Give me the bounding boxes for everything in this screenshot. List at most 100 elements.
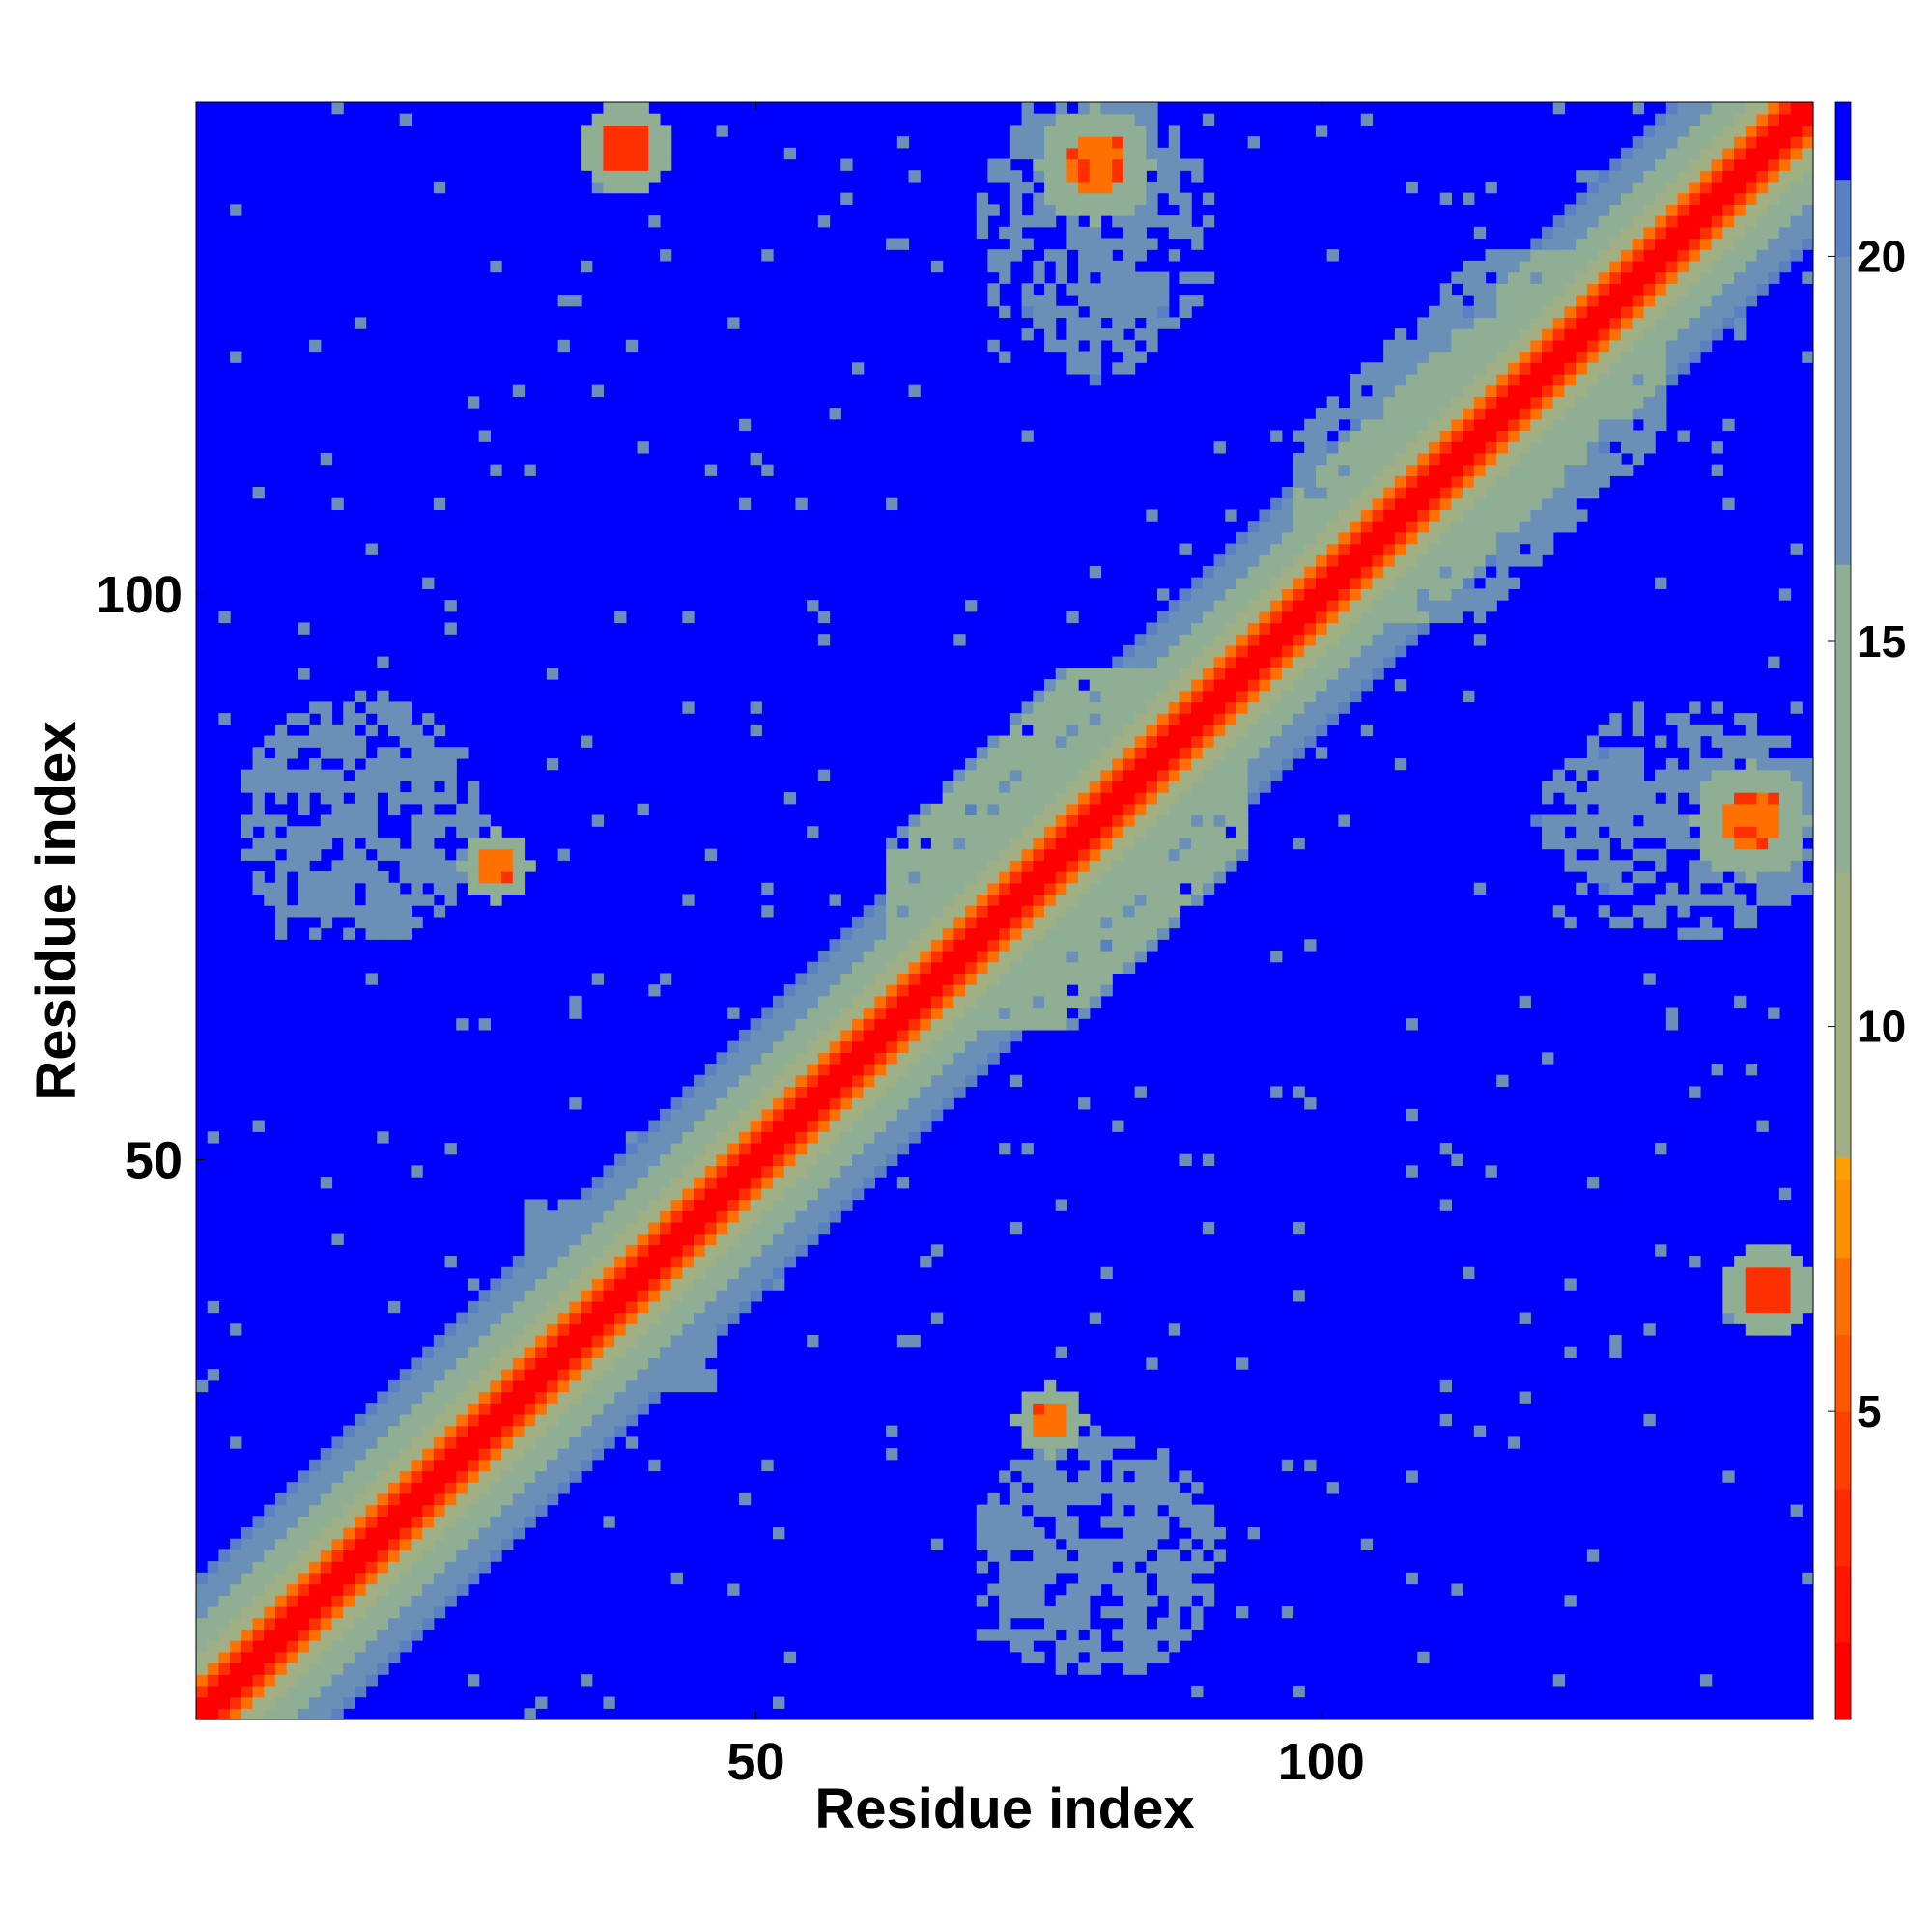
heatmap-cell <box>1689 927 1701 940</box>
heatmap-cell <box>1350 531 1362 545</box>
heatmap-cell <box>1146 644 1158 658</box>
heatmap-cell <box>1033 905 1045 918</box>
heatmap-cell <box>1179 713 1192 725</box>
heatmap-cell <box>694 1165 706 1178</box>
heatmap-cell <box>1711 826 1723 838</box>
heatmap-cell <box>1066 1413 1079 1427</box>
heatmap-cell <box>1146 238 1158 250</box>
heatmap-cell <box>1519 260 1531 273</box>
heatmap-cell <box>908 1040 921 1053</box>
heatmap-cell <box>1236 656 1249 668</box>
heatmap-cell <box>1157 1617 1170 1630</box>
heatmap-cell <box>1134 747 1147 759</box>
heatmap-cell <box>953 916 966 929</box>
heatmap-cell <box>1259 679 1271 692</box>
heatmap-cell <box>422 713 435 725</box>
heatmap-cell <box>399 724 412 737</box>
heatmap-cell <box>1009 1029 1023 1042</box>
heatmap-cell <box>1089 995 1102 1009</box>
heatmap-cell <box>1689 260 1701 273</box>
heatmap-cell <box>886 1448 898 1461</box>
heatmap-cell <box>1778 814 1792 827</box>
heatmap-cell <box>1507 430 1520 442</box>
heatmap-cell <box>896 905 910 918</box>
heatmap-cell <box>365 757 378 771</box>
heatmap-cell <box>965 1029 978 1042</box>
heatmap-cell <box>1463 418 1475 432</box>
heatmap-cell <box>1756 882 1769 895</box>
heatmap-cell <box>1281 634 1294 646</box>
heatmap-cell <box>581 1357 593 1370</box>
heatmap-cell <box>1134 1538 1147 1551</box>
heatmap-cell <box>1191 848 1204 861</box>
heatmap-cell <box>1146 204 1158 216</box>
heatmap-cell <box>1043 814 1057 827</box>
heatmap-cell <box>1033 1482 1045 1494</box>
heatmap-cell <box>1689 814 1701 827</box>
heatmap-cell <box>1677 249 1690 262</box>
heatmap-cell <box>1734 1256 1747 1268</box>
heatmap-cell <box>1043 1018 1057 1031</box>
heatmap-cell <box>976 757 989 771</box>
heatmap-cell <box>1360 668 1374 680</box>
heatmap-cell <box>1372 441 1384 454</box>
heatmap-cell <box>999 837 1011 850</box>
heatmap-cell <box>874 1007 887 1019</box>
heatmap-cell <box>569 1007 582 1019</box>
heatmap-cell <box>920 826 932 838</box>
heatmap-cell <box>1191 634 1204 646</box>
heatmap-cell <box>1768 1256 1780 1268</box>
heatmap-cell <box>286 1605 298 1619</box>
heatmap-cell <box>807 973 819 985</box>
heatmap-cell <box>535 1210 548 1223</box>
heatmap-cell <box>1179 860 1192 872</box>
heatmap-cell <box>512 1470 526 1483</box>
heatmap-cell <box>1463 565 1475 579</box>
heatmap-cell <box>524 1266 536 1280</box>
heatmap-cell <box>1632 328 1645 341</box>
heatmap-cell <box>320 792 333 805</box>
heatmap-cell <box>546 1323 559 1336</box>
heatmap-cell <box>761 1244 774 1257</box>
heatmap-cell <box>1530 543 1543 555</box>
heatmap-cell <box>1259 735 1271 748</box>
heatmap-cell <box>581 1391 593 1404</box>
heatmap-cell <box>433 1436 446 1449</box>
heatmap-cell <box>1009 1583 1023 1596</box>
heatmap-cell <box>976 1064 989 1076</box>
heatmap-cell <box>953 1040 966 1053</box>
heatmap-cell <box>1033 1651 1045 1664</box>
heatmap-cell <box>1270 497 1283 511</box>
heatmap-cell <box>637 1312 649 1324</box>
heatmap-cell <box>1473 362 1487 375</box>
heatmap-cell <box>738 1040 752 1053</box>
heatmap-cell <box>987 860 1000 872</box>
heatmap-cell <box>1417 600 1430 612</box>
heatmap-cell <box>942 1029 954 1042</box>
heatmap-cell <box>1270 622 1283 635</box>
heatmap-cell <box>377 1538 389 1551</box>
heatmap-cell <box>1033 170 1045 183</box>
heatmap-cell <box>286 1595 298 1607</box>
heatmap-cell <box>1790 1278 1803 1291</box>
heatmap-cell <box>999 905 1011 918</box>
heatmap-cell <box>411 1391 423 1404</box>
heatmap-cell <box>1009 181 1023 194</box>
heatmap-cell <box>807 984 819 997</box>
heatmap-cell <box>920 905 932 918</box>
heatmap-cell <box>761 464 774 476</box>
heatmap-cell <box>1247 644 1260 658</box>
heatmap-cell <box>252 747 265 759</box>
heatmap-cell <box>1406 430 1418 442</box>
heatmap-cell <box>965 882 978 895</box>
heatmap-cell <box>1655 735 1667 748</box>
heatmap-cell <box>411 826 423 838</box>
heatmap-cell <box>1350 475 1362 488</box>
heatmap-cell <box>648 1357 661 1370</box>
heatmap-cell <box>1055 1007 1067 1019</box>
heatmap-cell <box>1157 803 1170 816</box>
heatmap-cell <box>1768 181 1780 194</box>
heatmap-cell <box>1259 565 1271 579</box>
heatmap-cell <box>648 1312 661 1324</box>
heatmap-cell <box>1711 735 1723 748</box>
